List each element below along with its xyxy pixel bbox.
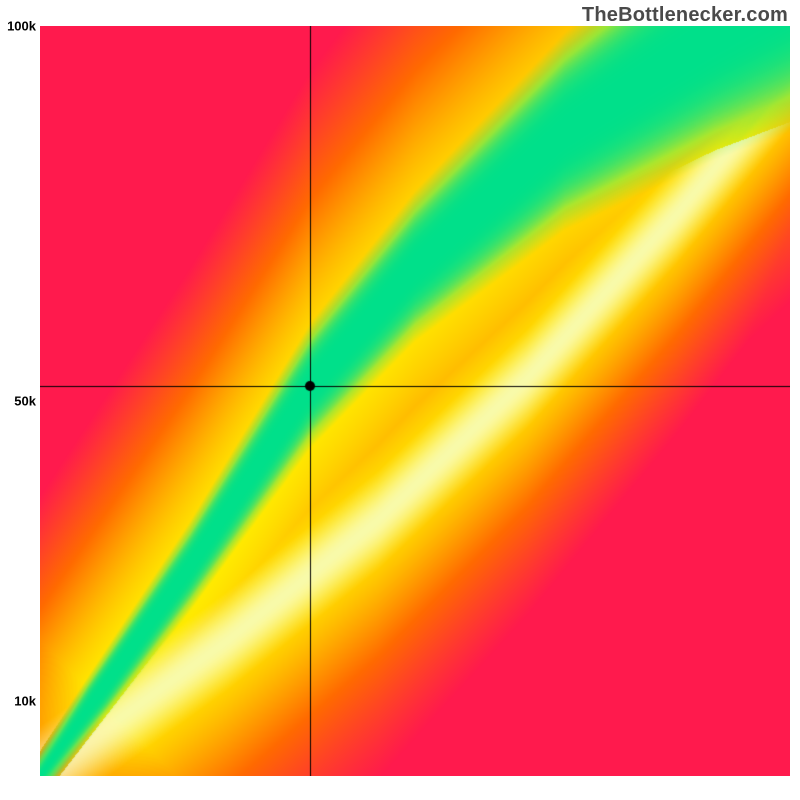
y-tick-label: 10k xyxy=(14,694,36,709)
y-tick-label: 100k xyxy=(7,19,36,34)
chart-container xyxy=(40,26,790,776)
watermark-text: TheBottlenecker.com xyxy=(582,4,788,27)
y-tick-label: 50k xyxy=(14,394,36,409)
heatmap-canvas xyxy=(40,26,790,776)
